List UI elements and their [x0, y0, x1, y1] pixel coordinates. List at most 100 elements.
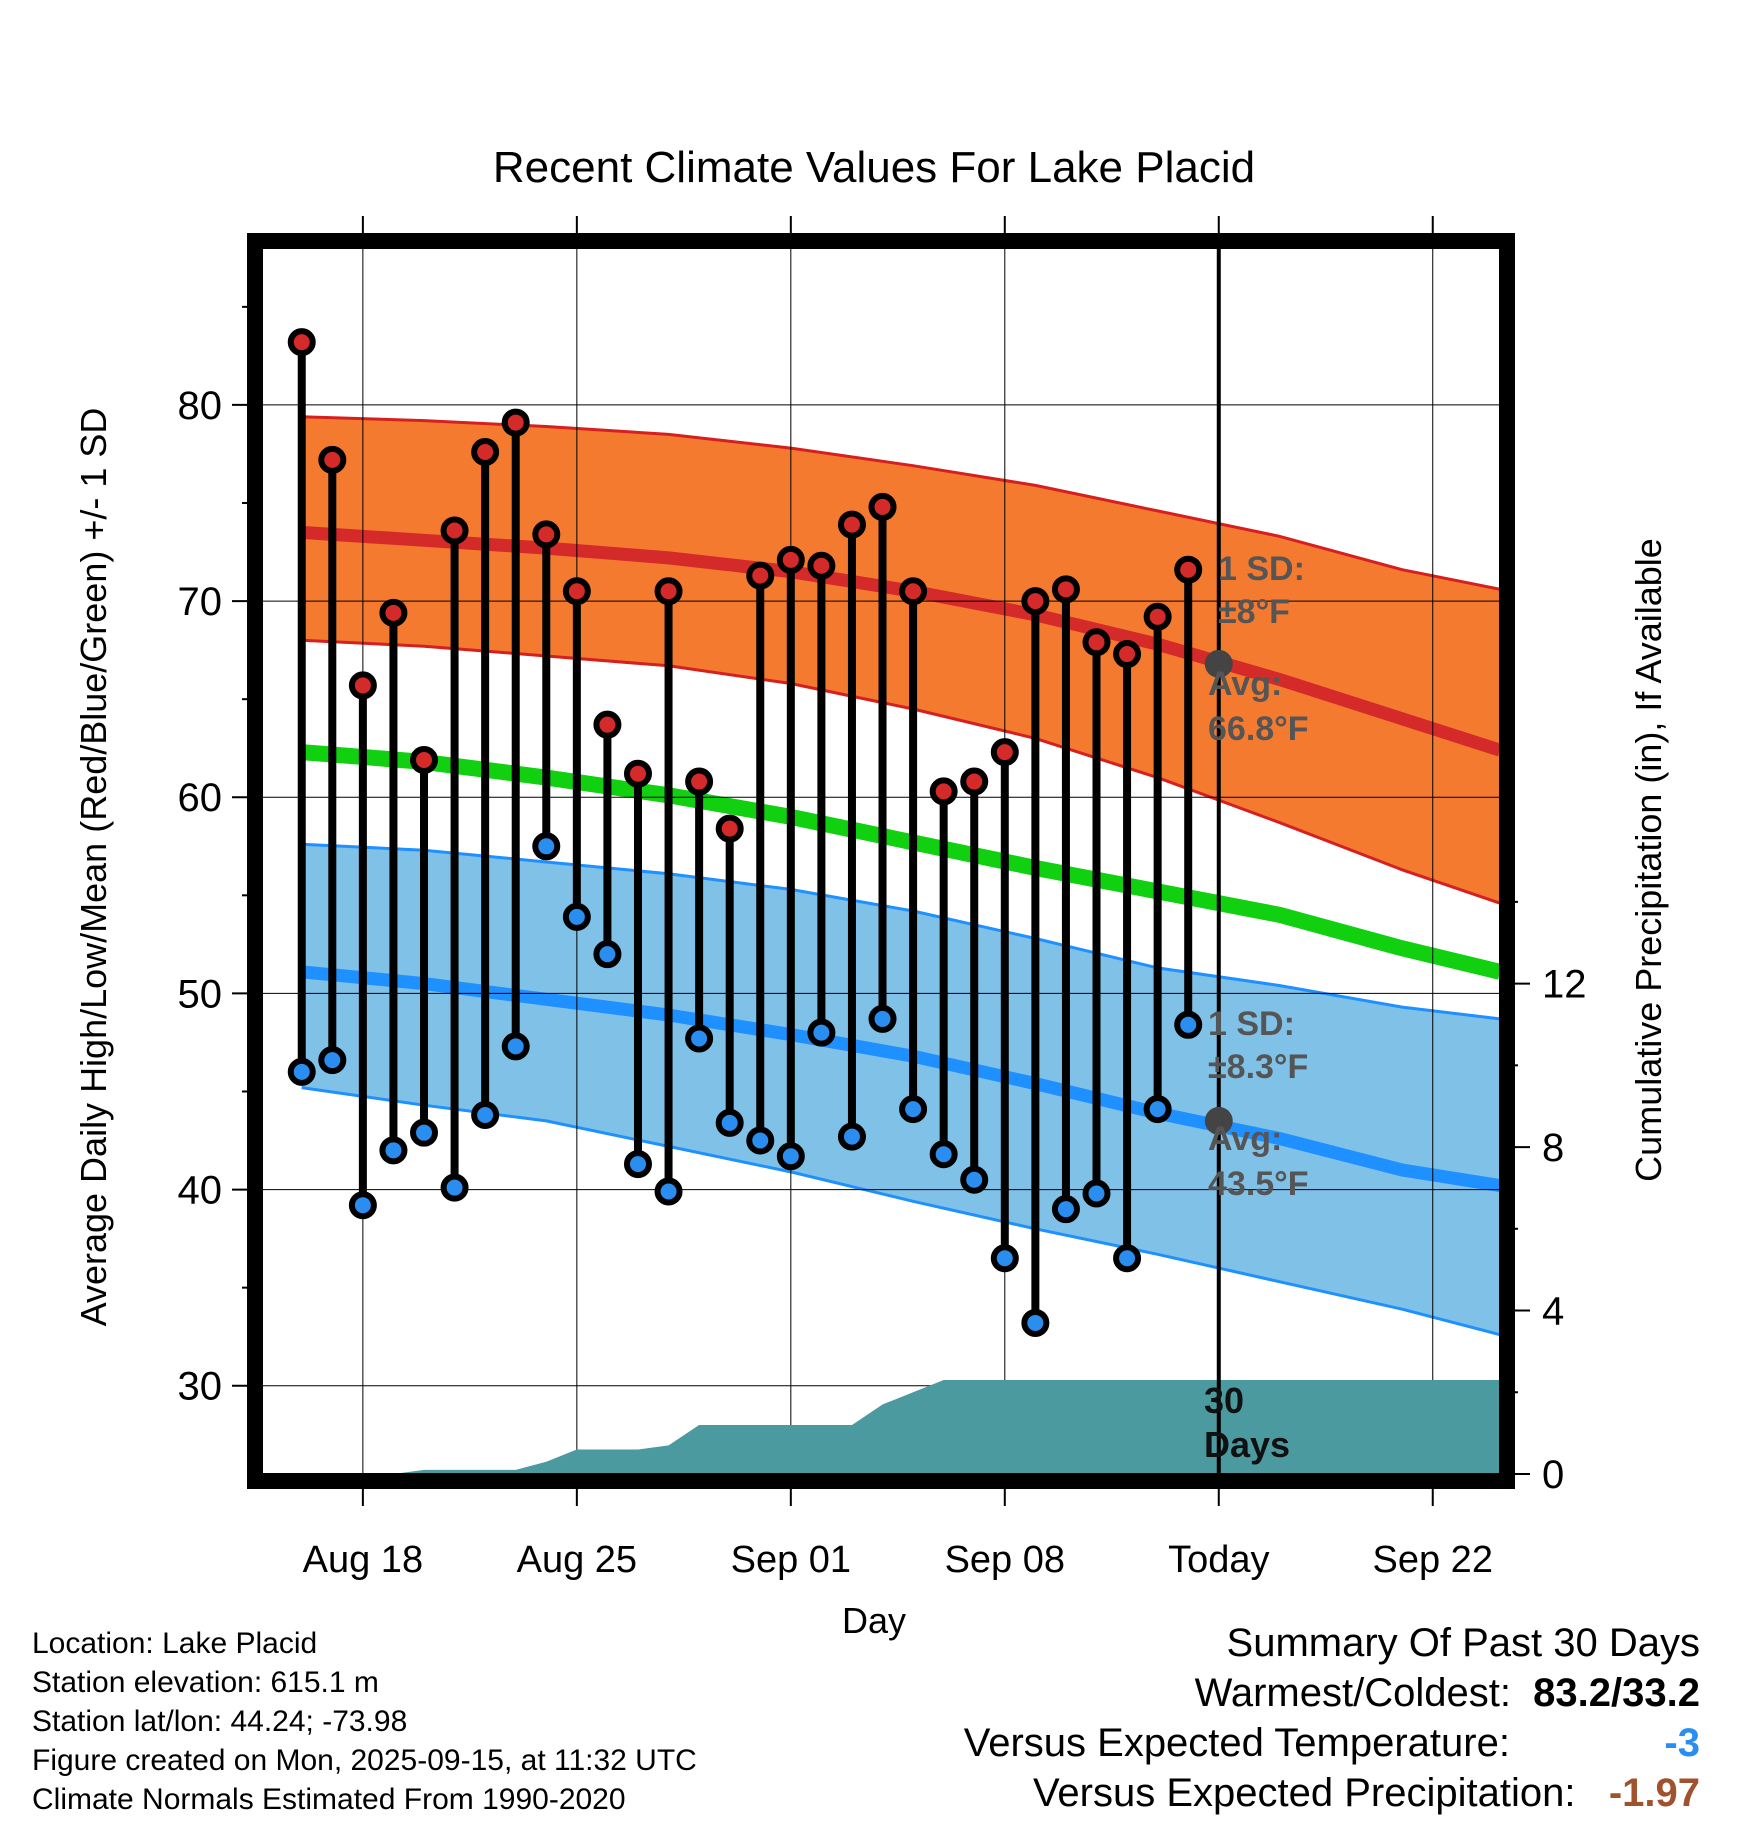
- y2-tick-label: 0: [1542, 1453, 1564, 1497]
- observed-low-point: [715, 1108, 744, 1137]
- created-text: Figure created on Mon, 2025-09-15, at 11…: [32, 1744, 697, 1777]
- observed-high-point: [318, 445, 347, 474]
- observed-high-point: [654, 577, 683, 606]
- x-tick-label: Sep 08: [945, 1539, 1065, 1581]
- location-text: Location: Lake Placid: [32, 1627, 318, 1660]
- observed-high-point: [776, 545, 805, 574]
- observed-high-point: [1051, 575, 1080, 604]
- days-annotation-line1: 30: [1204, 1380, 1244, 1421]
- summary-temperature: Versus Expected Temperature: -3: [964, 1718, 1700, 1768]
- y2-tick-label: 4: [1542, 1290, 1564, 1334]
- observed-low-point: [379, 1136, 408, 1165]
- observed-low-point: [593, 940, 622, 969]
- precipitation-area: [301, 1380, 1500, 1474]
- observed-high-point: [746, 561, 775, 590]
- annotations: 1 SD: ±8°F Avg: 66.8°F 1 SD: ±8.3°F Avg: 43.5°F…: [1204, 550, 1309, 1465]
- x-tick-label: Sep 01: [731, 1539, 851, 1581]
- observed-high-point: [990, 738, 1019, 767]
- high-avg-annotation-line2: 66.8°F: [1208, 710, 1309, 748]
- precip-fill: [301, 1380, 1500, 1474]
- observed-low-point: [868, 1004, 897, 1033]
- observed-high-point: [471, 438, 500, 467]
- plot-area: [262, 248, 1500, 1474]
- observed-temperatures: [287, 328, 1203, 1337]
- observed-high-point: [868, 492, 897, 521]
- low-sd-lower-edge: [301, 1086, 1500, 1337]
- observed-high-point: [440, 516, 469, 545]
- station-info: Location: Lake Placid Station elevation:…: [32, 1624, 697, 1819]
- summary-precipitation: Versus Expected Precipitation: -1.97: [964, 1768, 1700, 1818]
- precip-value: -1.97: [1608, 1771, 1700, 1815]
- low-avg-annotation-line2: 43.5°F: [1208, 1165, 1309, 1203]
- high-sd-annotation-line1: 1 SD:: [1218, 550, 1305, 588]
- observed-high-point: [929, 777, 958, 806]
- latlon-text: Station lat/lon: 44.24; -73.98: [32, 1705, 408, 1738]
- observed-low-point: [532, 832, 561, 861]
- y-tick-label: 70: [178, 580, 223, 624]
- y2-axis-label: Cumulative Precipitation (in), If Availa…: [1628, 538, 1669, 1182]
- y-tick-label: 50: [178, 972, 223, 1016]
- temp-label: Versus Expected Temperature:: [963, 1721, 1510, 1765]
- observed-low-point: [410, 1118, 439, 1147]
- today-average-markers: [1204, 649, 1233, 1135]
- y-tick-label: 80: [178, 384, 223, 428]
- observed-low-point: [1082, 1179, 1111, 1208]
- observed-high-point: [1021, 587, 1050, 616]
- summary-title: Summary Of Past 30 Days: [1226, 1621, 1700, 1665]
- observed-low-point: [440, 1173, 469, 1202]
- observed-high-point: [685, 767, 714, 796]
- days-annotation-line2: Days: [1204, 1424, 1290, 1465]
- today-avg-high-marker: [1204, 649, 1233, 678]
- x-tick-label: Sep 22: [1373, 1539, 1493, 1581]
- x-tick-label: Aug 18: [303, 1539, 423, 1581]
- observed-low-point: [1174, 1010, 1203, 1039]
- observed-high-point: [348, 671, 377, 700]
- observed-low-point: [990, 1244, 1019, 1273]
- low-avg-annotation-line1: Avg:: [1208, 1120, 1282, 1158]
- observed-low-point: [562, 902, 591, 931]
- y2-tick-label: 12: [1542, 963, 1587, 1007]
- observed-high-point: [1174, 555, 1203, 584]
- precip-label: Versus Expected Precipitation:: [1032, 1771, 1576, 1815]
- observed-high-point: [899, 577, 928, 606]
- today-avg-low-marker: [1204, 1106, 1233, 1135]
- observed-low-point: [348, 1191, 377, 1220]
- plot-frame: [247, 233, 1515, 1489]
- elevation-text: Station elevation: 615.1 m: [32, 1666, 379, 1699]
- normal-bands: [301, 415, 1500, 1337]
- observed-high-point: [807, 551, 836, 580]
- summary-panel: Summary Of Past 30 Days Warmest/Coldest:…: [964, 1618, 1700, 1818]
- observed-high-point: [715, 814, 744, 843]
- observed-low-point: [287, 1057, 316, 1086]
- observed-low-point: [471, 1101, 500, 1130]
- observed-low-point: [1021, 1308, 1050, 1337]
- observed-low-point: [1113, 1244, 1142, 1273]
- observed-low-point: [746, 1126, 775, 1155]
- warm-cold-label: Warmest/Coldest:: [1194, 1671, 1511, 1715]
- observed-high-point: [1143, 602, 1172, 631]
- y-tick-label: 40: [178, 1169, 223, 1213]
- observed-high-point: [562, 577, 591, 606]
- observed-high-point: [960, 767, 989, 796]
- observed-low-point: [899, 1095, 928, 1124]
- x-axis-label: Day: [842, 1600, 906, 1641]
- y-axis-label: Average Daily High/Low/Mean (Red/Blue/Gr…: [73, 408, 114, 1327]
- observed-low-point: [776, 1142, 805, 1171]
- observed-high-point: [410, 745, 439, 774]
- observed-low-point: [318, 1046, 347, 1075]
- observed-high-point: [837, 510, 866, 539]
- observed-high-point: [501, 408, 530, 437]
- observed-high-point: [287, 328, 316, 357]
- observed-low-point: [623, 1150, 652, 1179]
- observed-low-point: [501, 1032, 530, 1061]
- y-tick-label: 60: [178, 776, 223, 820]
- observed-low-point: [807, 1018, 836, 1047]
- temp-value: -3: [1664, 1721, 1700, 1765]
- observed-high-point: [532, 520, 561, 549]
- high-sd-annotation-line2: ±8°F: [1218, 593, 1290, 631]
- y-tick-label: 30: [178, 1365, 223, 1409]
- observed-high-point: [623, 759, 652, 788]
- x-tick-label: Aug 25: [517, 1539, 637, 1581]
- normals-text: Climate Normals Estimated From 1990-2020: [32, 1783, 626, 1816]
